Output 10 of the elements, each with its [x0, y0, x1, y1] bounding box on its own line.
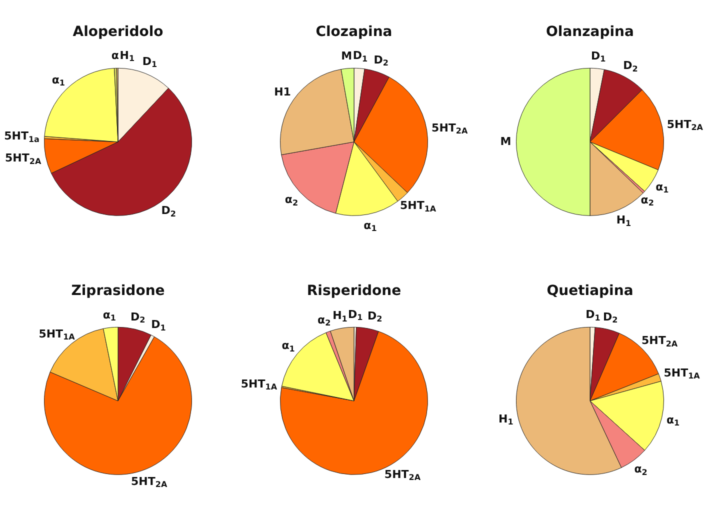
chart-title: Quetiapina — [546, 283, 634, 300]
slice-label: M — [500, 134, 512, 148]
chart-title: Clozapina — [316, 24, 392, 40]
slice-label: M — [341, 49, 352, 62]
chart-title: Aloperidolo — [72, 24, 164, 40]
chart-title: Olanzapina — [546, 24, 634, 40]
chart-title: Risperidone — [306, 283, 402, 300]
chart-title: Ziprasidone — [71, 283, 165, 300]
slice-label: H1 — [274, 86, 291, 99]
slice-label: α — [111, 49, 120, 62]
